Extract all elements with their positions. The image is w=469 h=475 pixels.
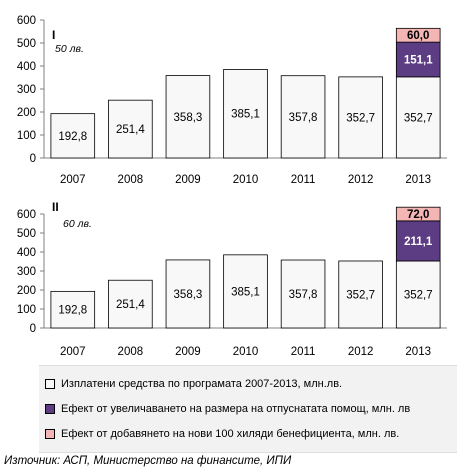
x-tick-label-2007: 2007: [60, 174, 86, 186]
bar-base-2009: [165, 75, 211, 159]
chart-panel-2: 0 100 200 300 400 500 600 192,8 2007 251,4 2008 358…: [17, 200, 447, 358]
source-note: Източник: АСП, Министерство на финансите…: [4, 455, 292, 467]
panel-subtitle: 60 лв.: [63, 218, 92, 230]
y-tick-label: 300: [17, 84, 36, 96]
x-tick-label-2013: 2013: [405, 174, 431, 186]
data-label-base-2011: 357,8: [289, 112, 318, 124]
data-label-base-2013: 352,7: [404, 112, 433, 124]
legend-item-new-beneficiaries: Ефект от добавянето на нови 100 хиляди б…: [45, 426, 399, 442]
x-tick-label-2009: 2009: [175, 174, 201, 186]
y-tick-label: 0: [30, 323, 36, 335]
x-tick-label-2007: 2007: [60, 346, 86, 358]
y-tick-label: 200: [17, 285, 36, 297]
x-tick-label-2012: 2012: [348, 174, 374, 186]
bar-base-2012: [338, 76, 383, 159]
bar-base-2010: [223, 254, 268, 329]
data-label-increase-2013: 151,1: [404, 55, 433, 67]
bar-base-2008: [108, 279, 153, 329]
x-tick-label-2013: 2013: [405, 346, 431, 358]
data-label-base-2012: 352,7: [346, 289, 375, 301]
data-label-increase-2013: 211,1: [404, 236, 433, 248]
data-label-base-2010: 385,1: [231, 109, 260, 121]
bar-base-2013: [395, 260, 441, 329]
y-tick-label: 400: [17, 247, 36, 259]
x-tick-label-2011: 2011: [291, 346, 316, 358]
bar-increase-2013: [395, 41, 441, 78]
x-tick-label-2010: 2010: [233, 174, 259, 186]
y-tick-label: 600: [17, 15, 36, 27]
data-label-base-2013: 352,7: [404, 289, 433, 301]
y-tick-label: 100: [17, 130, 36, 142]
panel-subtitle: 50 лв.: [55, 43, 84, 55]
legend-label-base: Изплатени средства по програмата 2007-20…: [61, 378, 343, 390]
bar-new-beneficiaries-2013: [395, 206, 441, 222]
y-tick-label: 0: [30, 153, 36, 165]
legend-label-new-beneficiaries: Ефект от добавянето на нови 100 хиляди б…: [61, 428, 400, 440]
bar-base-2007: [50, 113, 96, 159]
y-tick-label: 300: [17, 266, 36, 278]
chart-svg: 0 100 200 300 400 500 600 192,8 2007 251,4 2008 358…: [17, 15, 447, 358]
x-tick-label-2008: 2008: [118, 346, 144, 358]
legend-label-increase: Ефект от увеличаването на размера на отп…: [61, 403, 411, 415]
bar-base-2011: [280, 75, 326, 159]
y-tick-label: 600: [17, 209, 36, 221]
x-tick-label-2008: 2008: [118, 174, 144, 186]
bar-base-2009: [165, 259, 211, 329]
y-tick-label: 500: [17, 38, 36, 50]
panel-label: I: [52, 28, 55, 42]
x-tick-label-2010: 2010: [233, 346, 259, 358]
y-tick-label: 100: [17, 304, 36, 316]
bar-base-2011: [280, 259, 326, 329]
chart-panel-1: 0 100 200 300 400 500 600 192,8 2007 251,4 2008 358…: [17, 15, 447, 186]
legend-item-increase: Ефект от увеличаването на размера на отп…: [45, 401, 410, 417]
data-label-base-2008: 251,4: [116, 124, 145, 136]
data-label-base-2012: 352,7: [346, 112, 375, 124]
data-label-base-2009: 358,3: [174, 112, 203, 124]
data-label-base-2007: 192,8: [58, 305, 87, 317]
bar-base-2007: [50, 290, 96, 329]
x-tick-label-2012: 2012: [348, 346, 374, 358]
data-label-new-beneficiaries-2013: 60,0: [407, 30, 429, 42]
x-tick-label-2011: 2011: [291, 174, 316, 186]
data-label-base-2011: 357,8: [289, 289, 318, 301]
y-tick-label: 500: [17, 228, 36, 240]
bar-base-2012: [338, 260, 383, 329]
bar-increase-2013: [395, 220, 441, 262]
legend-swatch-base: [45, 379, 55, 389]
data-label-new-beneficiaries-2013: 72,0: [407, 209, 429, 221]
x-tick-label-2009: 2009: [175, 346, 201, 358]
bar-base-2010: [223, 69, 268, 159]
data-label-base-2009: 358,3: [174, 289, 203, 301]
data-label-base-2007: 192,8: [58, 131, 87, 143]
bar-base-2008: [108, 99, 153, 159]
data-label-base-2008: 251,4: [116, 299, 145, 311]
y-tick-label: 400: [17, 61, 36, 73]
legend-swatch-increase: [45, 404, 55, 414]
legend: Изплатени средства по програмата 2007-20…: [39, 365, 457, 453]
legend-swatch-new-beneficiaries: [45, 429, 55, 439]
data-label-base-2010: 385,1: [231, 286, 260, 298]
legend-item-base: Изплатени средства по програмата 2007-20…: [45, 376, 342, 392]
bar-new-beneficiaries-2013: [395, 27, 441, 43]
y-tick-label: 200: [17, 107, 36, 119]
panel-label: II: [52, 200, 59, 214]
